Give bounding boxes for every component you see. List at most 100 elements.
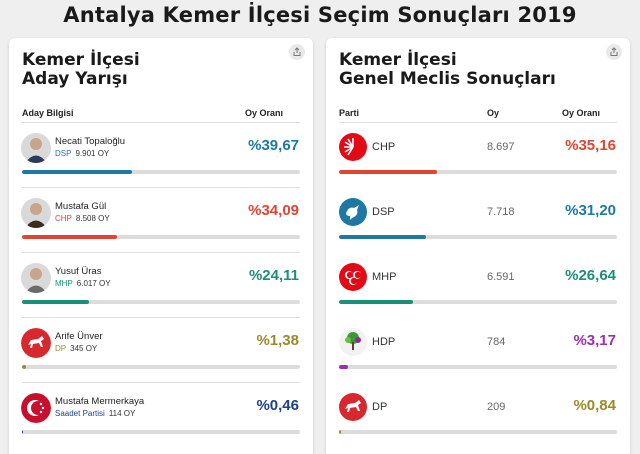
column-header-share: Oy Oranı: [245, 108, 284, 118]
column-header-party: Parti: [339, 108, 360, 118]
card-title-line: Kemer İlçesi: [22, 50, 140, 70]
share-bar-track: [22, 235, 300, 239]
column-header-share: Oy Oranı: [562, 108, 601, 118]
council-results-card: Kemer İlçesi Genel Meclis Sonuçları Part…: [326, 38, 630, 454]
candidate-name: Yusuf Üras: [55, 266, 102, 277]
party-name: CHP: [372, 141, 396, 153]
party-share-percent: %3,17: [573, 332, 616, 349]
candidate-race-card: Kemer İlçesi Aday Yarışı Aday Bilgisi Oy…: [9, 38, 313, 454]
party-share-percent: %26,64: [565, 267, 616, 284]
divider: [22, 382, 300, 383]
share-bar-fill: [22, 170, 133, 174]
mhp-logo-icon: [339, 263, 367, 291]
candidate-party: Saadet Partisi: [55, 409, 105, 418]
share-bar-fill: [22, 300, 90, 304]
hdp-logo-icon: [339, 328, 367, 356]
party-row: CHP 8.697 %35,16: [326, 130, 630, 194]
share-bar-track: [22, 365, 300, 369]
share-bar-track: [339, 170, 617, 174]
candidate-share-percent: %24,11: [248, 267, 299, 284]
card-title: Kemer İlçesi Genel Meclis Sonuçları: [339, 51, 556, 89]
share-bar-fill: [339, 300, 414, 304]
candidate-party: DSP: [55, 149, 72, 158]
share-bar-fill: [22, 430, 24, 434]
share-bar-fill: [339, 365, 348, 369]
share-button[interactable]: [606, 44, 622, 60]
divider: [22, 252, 300, 253]
card-title-line: Aday Yarışı: [22, 69, 128, 89]
party-row: MHP 6.591 %26,64: [326, 260, 630, 324]
candidate-name: Mustafa Mermerkaya: [55, 396, 145, 407]
card-title-line: Genel Meclis Sonuçları: [339, 69, 556, 89]
share-bar-track: [339, 235, 617, 239]
candidate-party: CHP: [55, 214, 72, 223]
candidate-share-percent: %0,46: [256, 397, 299, 414]
candidate-votes: 6.017 OY: [76, 279, 111, 288]
candidate-meta: CHP 8.508 OY: [55, 214, 110, 223]
candidate-photo: [21, 263, 51, 293]
share-bar-track: [339, 365, 617, 369]
candidate-votes: 345 OY: [70, 344, 98, 353]
candidate-party: DP: [55, 344, 67, 353]
party-votes: 784: [487, 336, 506, 348]
candidate-meta: DSP 9.901 OY: [55, 149, 109, 158]
candidate-votes: 8.508 OY: [75, 214, 110, 223]
column-header-votes: Oy: [487, 108, 500, 118]
candidate-row: Mustafa Gül CHP 8.508 OY %34,09: [9, 195, 313, 259]
candidate-share-percent: %34,09: [248, 202, 299, 219]
party-share-percent: %35,16: [565, 137, 616, 154]
party-row: DP 209 %0,84: [326, 390, 630, 454]
candidate-name: Necati Topaloğlu: [55, 136, 126, 147]
candidate-photo: [21, 133, 51, 163]
divider: [22, 187, 300, 188]
share-bar-track: [22, 300, 300, 304]
party-name: DP: [372, 401, 388, 413]
card-title-line: Kemer İlçesi: [339, 50, 457, 70]
party-name: HDP: [372, 336, 396, 348]
candidate-party: MHP: [55, 279, 73, 288]
party-votes: 7.718: [487, 206, 515, 218]
candidate-name: Arife Ünver: [55, 331, 103, 342]
party-logo-icon: [21, 328, 51, 358]
share-bar-track: [339, 430, 617, 434]
candidate-row: Yusuf Üras MHP 6.017 OY %24,11: [9, 260, 313, 324]
share-bar-track: [22, 430, 300, 434]
party-logo-icon: [21, 393, 51, 423]
candidate-photo: [21, 198, 51, 228]
candidate-row: Necati Topaloğlu DSP 9.901 OY %39,67: [9, 130, 313, 194]
party-share-percent: %0,84: [573, 397, 616, 414]
candidate-meta: DP 345 OY: [55, 344, 97, 353]
share-bar-fill: [22, 235, 117, 239]
candidate-votes: 114 OY: [108, 409, 136, 418]
share-icon: [293, 47, 301, 56]
candidate-share-percent: %39,67: [248, 137, 299, 154]
party-votes: 6.591: [487, 271, 515, 283]
party-name: MHP: [372, 271, 397, 283]
candidate-meta: MHP 6.017 OY: [55, 279, 111, 288]
candidate-row: Mustafa Mermerkaya Saadet Partisi 114 OY %0…: [9, 390, 313, 454]
dp-logo-icon: [339, 393, 367, 421]
party-row: DSP 7.718 %31,20: [326, 195, 630, 259]
share-bar-fill: [22, 365, 26, 369]
party-row: HDP 784 %3,17: [326, 325, 630, 389]
party-votes: 209: [487, 401, 506, 413]
share-bar-track: [339, 300, 617, 304]
candidate-share-percent: %1,38: [256, 332, 299, 349]
divider: [22, 317, 300, 318]
dsp-logo-icon: [339, 198, 367, 226]
divider: [22, 122, 300, 123]
column-header-candidate: Aday Bilgisi: [22, 108, 74, 118]
party-name: DSP: [372, 206, 395, 218]
candidate-votes: 9.901 OY: [75, 149, 110, 158]
share-bar-fill: [339, 235, 426, 239]
share-button[interactable]: [289, 44, 305, 60]
candidate-row: Arife Ünver DP 345 OY %1,38: [9, 325, 313, 389]
chp-logo-icon: [339, 133, 367, 161]
party-votes: 8.697: [487, 141, 515, 153]
page-title: Antalya Kemer İlçesi Seçim Sonuçları 201…: [63, 3, 577, 27]
share-bar-track: [22, 170, 300, 174]
card-title: Kemer İlçesi Aday Yarışı: [22, 51, 140, 89]
share-icon: [610, 47, 618, 56]
share-bar-fill: [339, 430, 342, 434]
candidate-name: Mustafa Gül: [55, 201, 107, 212]
